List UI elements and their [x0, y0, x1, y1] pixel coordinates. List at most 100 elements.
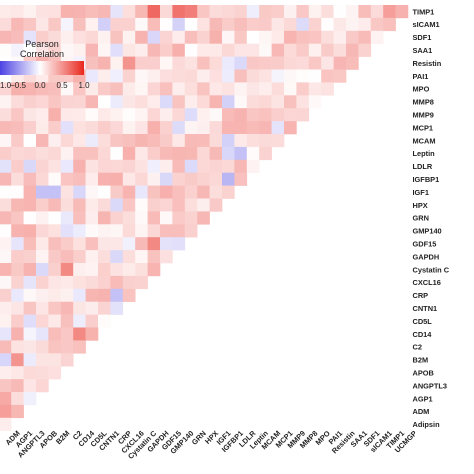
heatmap-cell: [0, 5, 12, 19]
heatmap-cell: [85, 301, 99, 315]
heatmap-cell: [23, 121, 37, 135]
y-tick-label: GMP140: [413, 227, 442, 236]
heatmap-cell: [60, 301, 74, 315]
heatmap-cell: [98, 314, 111, 328]
heatmap-cell: [160, 17, 173, 32]
y-tick-label: MCAM: [413, 136, 436, 145]
heatmap-cell: [197, 134, 210, 148]
y-tick-label: IGF1: [413, 188, 429, 197]
heatmap-cell: [11, 108, 24, 122]
y-tick-label: SAA1: [413, 46, 433, 55]
heatmap-cell: [85, 327, 99, 341]
heatmap-cell: [222, 17, 235, 32]
heatmap-cell: [73, 211, 86, 225]
heatmap-cell: [122, 146, 136, 161]
heatmap-cell: [147, 134, 161, 148]
heatmap-cell: [197, 43, 210, 57]
heatmap-cell: [234, 121, 248, 135]
heatmap-cell: [60, 288, 74, 302]
heatmap-cell: [85, 159, 99, 173]
heatmap-cell: [23, 211, 37, 225]
heatmap-cell: [209, 198, 223, 212]
heatmap-cell: [284, 30, 297, 44]
y-tick-label: MMP8: [413, 98, 434, 107]
heatmap-cell: [147, 172, 161, 186]
heatmap-cell: [147, 5, 161, 19]
heatmap-cell: [172, 82, 186, 96]
heatmap-cell: [36, 43, 49, 57]
heatmap-cell: [184, 121, 198, 135]
heatmap-cell: [73, 314, 86, 328]
heatmap-cell: [246, 82, 260, 96]
heatmap-cell: [0, 275, 12, 290]
heatmap-cell: [110, 146, 124, 161]
heatmap-cell: [197, 159, 210, 173]
heatmap-cell: [184, 30, 198, 44]
heatmap-cell: [172, 43, 186, 57]
heatmap-cell: [85, 108, 99, 122]
heatmap-cell: [147, 17, 161, 32]
heatmap-cell: [60, 17, 74, 32]
heatmap-cell: [135, 172, 148, 186]
heatmap-cell: [308, 56, 322, 70]
heatmap-cell: [110, 43, 124, 57]
heatmap-cell: [110, 301, 124, 315]
heatmap-cell: [23, 301, 37, 315]
heatmap-cell: [23, 5, 37, 19]
heatmap-cell: [48, 263, 62, 277]
heatmap-cell: [222, 159, 235, 173]
heatmap-cell: [60, 134, 74, 148]
heatmap-cell: [98, 82, 111, 96]
heatmap-cell: [160, 121, 173, 135]
heatmap-cell: [135, 5, 148, 19]
heatmap-cell: [0, 314, 12, 328]
heatmap-cell: [135, 43, 148, 57]
heatmap-cell: [370, 30, 384, 44]
heatmap-cell: [85, 237, 99, 251]
heatmap-cell: [222, 121, 235, 135]
heatmap-cell: [48, 314, 62, 328]
heatmap-cell: [122, 237, 136, 251]
heatmap-cell: [333, 69, 347, 83]
heatmap-cell: [370, 5, 384, 19]
heatmap-cell: [358, 5, 372, 19]
heatmap-cell: [23, 392, 37, 406]
heatmap-cell: [73, 275, 86, 290]
heatmap-cell: [197, 17, 210, 32]
y-tick-label: GDF15: [413, 239, 437, 248]
heatmap-cell: [48, 288, 62, 302]
heatmap-cell: [98, 30, 111, 44]
heatmap-cell: [0, 185, 12, 199]
heatmap-cell: [98, 275, 111, 290]
y-tick-label: Resistin: [413, 59, 442, 68]
heatmap-cell: [284, 17, 297, 32]
heatmap-cell: [234, 134, 248, 148]
heatmap-cell: [346, 17, 359, 32]
heatmap-cell: [110, 108, 124, 122]
heatmap-cell: [184, 56, 198, 70]
heatmap-cell: [48, 172, 62, 186]
heatmap-cell: [147, 56, 161, 70]
heatmap-cell: [135, 17, 148, 32]
heatmap-cell: [85, 17, 99, 32]
heatmap-cell: [246, 146, 260, 161]
heatmap-cell: [172, 237, 186, 251]
heatmap-cell: [147, 263, 161, 277]
heatmap-cell: [48, 237, 62, 251]
heatmap-cell: [296, 5, 310, 19]
heatmap-cell: [160, 108, 173, 122]
heatmap-cell: [222, 95, 235, 109]
heatmap-cell: [11, 95, 24, 109]
y-tick-labels: TIMP1 sICAM1 SDF1 SAA1 Resistin PAI1 MPO MMP8 MM…: [413, 7, 450, 429]
heatmap-cell: [60, 146, 74, 161]
heatmap-cell: [23, 250, 37, 264]
heatmap-cell: [197, 146, 210, 161]
heatmap-cell: [11, 82, 24, 96]
heatmap-cell: [271, 82, 285, 96]
y-tick-label: Adipsin: [413, 420, 441, 429]
heatmap-cell: [60, 5, 74, 19]
heatmap-cell: [172, 108, 186, 122]
legend-title-line2: Correlation: [20, 49, 64, 59]
heatmap-cell: [0, 366, 12, 380]
heatmap-cell: [85, 56, 99, 70]
